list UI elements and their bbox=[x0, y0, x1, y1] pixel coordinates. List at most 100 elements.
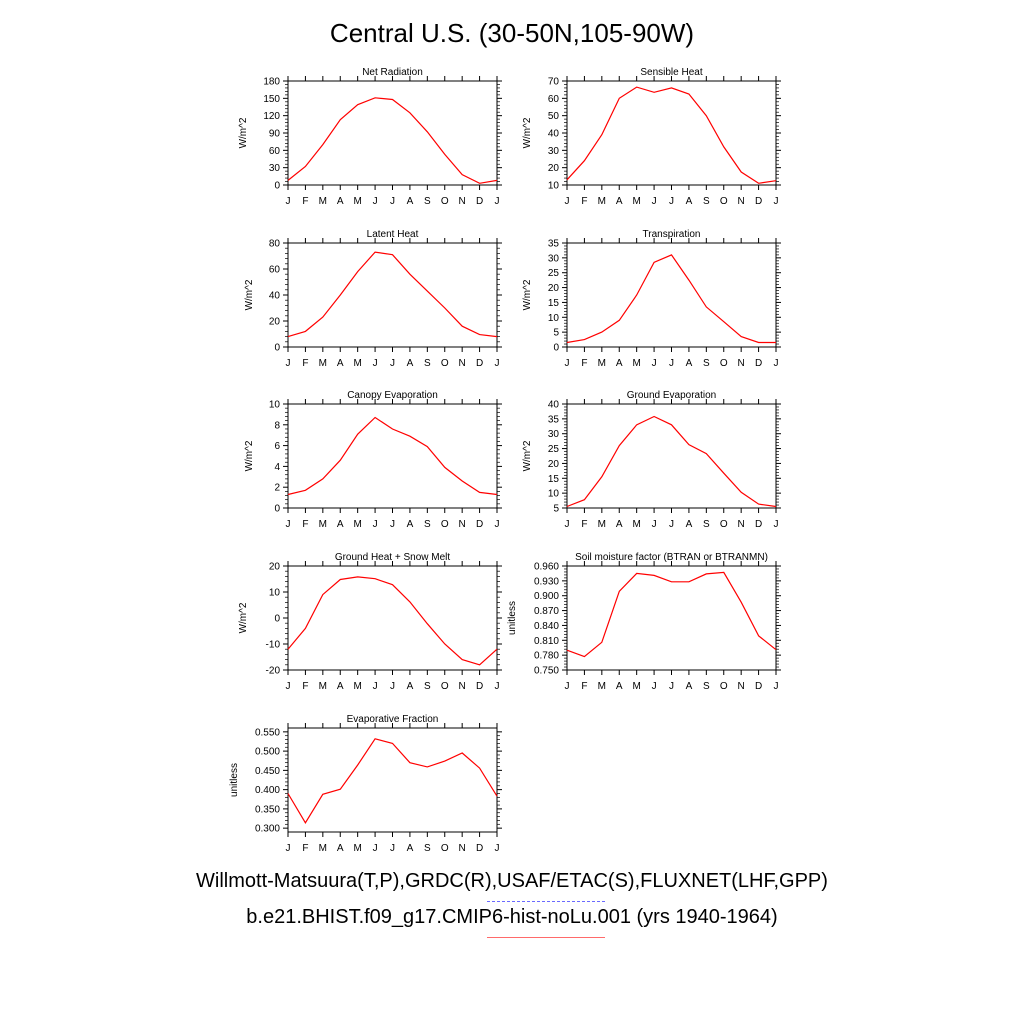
y-tick-label: -10 bbox=[266, 640, 281, 651]
y-tick-label: 10 bbox=[548, 181, 560, 192]
series-line bbox=[566, 254, 776, 344]
y-tick-label: 0 bbox=[274, 504, 280, 515]
y-tick-label: 25 bbox=[548, 444, 560, 455]
x-tick-label: A bbox=[686, 358, 693, 369]
plot-frame bbox=[287, 80, 498, 186]
x-tick-label: A bbox=[407, 843, 414, 854]
panel-9: Evaporative Fraction unitless 0.300 0.350 0.… bbox=[229, 714, 502, 854]
y-tick-label: 180 bbox=[263, 77, 280, 88]
x-tick-label: F bbox=[581, 196, 587, 207]
panel-title: Net Radiation bbox=[362, 67, 423, 78]
x-tick-label: J bbox=[373, 196, 378, 207]
y-tick-label: 0 bbox=[274, 343, 280, 354]
series-line bbox=[566, 415, 777, 508]
y-tick-label: 0.960 bbox=[534, 562, 559, 573]
x-tick-label: N bbox=[459, 681, 466, 692]
y-tick-label: 20 bbox=[269, 317, 281, 328]
panel-title: Soil moisture factor (BTRAN or BTRANMN) bbox=[575, 552, 768, 563]
x-tick-label: M bbox=[353, 358, 361, 369]
plot-frame bbox=[287, 565, 498, 671]
x-tick-label: M bbox=[598, 519, 606, 530]
x-tick-label: D bbox=[755, 196, 762, 207]
x-tick-label: O bbox=[441, 681, 449, 692]
x-tick-label: D bbox=[476, 358, 483, 369]
x-tick-label: M bbox=[319, 519, 327, 530]
x-tick-label: A bbox=[616, 358, 623, 369]
y-tick-label: 10 bbox=[269, 400, 281, 411]
x-tick-label: O bbox=[441, 843, 449, 854]
x-tick-label: F bbox=[581, 519, 587, 530]
x-tick-label: J bbox=[565, 681, 570, 692]
x-tick-label: D bbox=[476, 196, 483, 207]
y-tick-label: 0.300 bbox=[255, 824, 280, 835]
x-tick-label: J bbox=[652, 519, 657, 530]
x-tick-label: N bbox=[459, 196, 466, 207]
y-tick-label: 0.870 bbox=[534, 606, 559, 617]
x-tick-label: F bbox=[302, 519, 308, 530]
y-tick-label: 60 bbox=[269, 265, 281, 276]
x-tick-label: S bbox=[424, 519, 431, 530]
plot-frame bbox=[566, 403, 777, 509]
y-axis-label: W/m^2 bbox=[522, 440, 533, 471]
plot-frame bbox=[566, 242, 777, 348]
plot-frame bbox=[287, 242, 498, 348]
x-tick-label: J bbox=[495, 519, 500, 530]
y-tick-label: 0.350 bbox=[255, 804, 280, 815]
x-tick-label: O bbox=[720, 196, 728, 207]
x-tick-label: A bbox=[686, 519, 693, 530]
x-tick-label: N bbox=[738, 681, 745, 692]
x-tick-label: J bbox=[373, 519, 378, 530]
x-tick-label: S bbox=[424, 358, 431, 369]
y-tick-label: 30 bbox=[548, 253, 560, 264]
x-tick-label: J bbox=[286, 843, 291, 854]
series-line bbox=[287, 576, 498, 666]
y-tick-label: 10 bbox=[548, 313, 560, 324]
x-tick-label: S bbox=[703, 196, 710, 207]
x-tick-label: D bbox=[476, 681, 483, 692]
y-tick-label: 60 bbox=[269, 146, 281, 157]
y-tick-label: 5 bbox=[553, 504, 559, 515]
x-tick-label: N bbox=[459, 519, 466, 530]
x-tick-label: M bbox=[353, 196, 361, 207]
y-axis-label: W/m^2 bbox=[244, 279, 255, 310]
x-tick-label: A bbox=[686, 196, 693, 207]
x-tick-label: J bbox=[373, 358, 378, 369]
y-tick-label: 4 bbox=[274, 462, 280, 473]
x-tick-label: M bbox=[598, 196, 606, 207]
y-tick-label: 15 bbox=[548, 298, 560, 309]
y-axis-label: unitless bbox=[507, 601, 518, 635]
x-tick-label: S bbox=[424, 196, 431, 207]
x-tick-label: N bbox=[738, 196, 745, 207]
x-tick-label: J bbox=[669, 196, 674, 207]
x-tick-label: F bbox=[302, 196, 308, 207]
x-tick-label: O bbox=[720, 681, 728, 692]
panel-title: Evaporative Fraction bbox=[347, 714, 439, 725]
x-tick-label: D bbox=[755, 358, 762, 369]
y-tick-label: 0 bbox=[553, 343, 559, 354]
x-tick-label: J bbox=[373, 681, 378, 692]
x-tick-label: J bbox=[652, 196, 657, 207]
x-tick-label: F bbox=[302, 843, 308, 854]
series-line bbox=[287, 97, 498, 184]
series-line bbox=[287, 251, 498, 338]
y-tick-label: 5 bbox=[553, 328, 559, 339]
y-tick-label: 0 bbox=[274, 181, 280, 192]
y-tick-label: 35 bbox=[548, 239, 560, 250]
x-tick-label: A bbox=[686, 681, 693, 692]
x-tick-label: J bbox=[390, 358, 395, 369]
x-tick-label: J bbox=[286, 358, 291, 369]
x-tick-label: J bbox=[286, 681, 291, 692]
x-tick-label: M bbox=[632, 358, 640, 369]
panel-title: Latent Heat bbox=[367, 229, 419, 240]
y-tick-label: 8 bbox=[274, 420, 280, 431]
panel-title: Sensible Heat bbox=[640, 67, 702, 78]
y-tick-label: 30 bbox=[269, 163, 281, 174]
y-axis-label: W/m^2 bbox=[238, 602, 249, 633]
y-tick-label: 0.750 bbox=[534, 666, 559, 677]
x-tick-label: N bbox=[738, 519, 745, 530]
x-tick-label: M bbox=[353, 843, 361, 854]
